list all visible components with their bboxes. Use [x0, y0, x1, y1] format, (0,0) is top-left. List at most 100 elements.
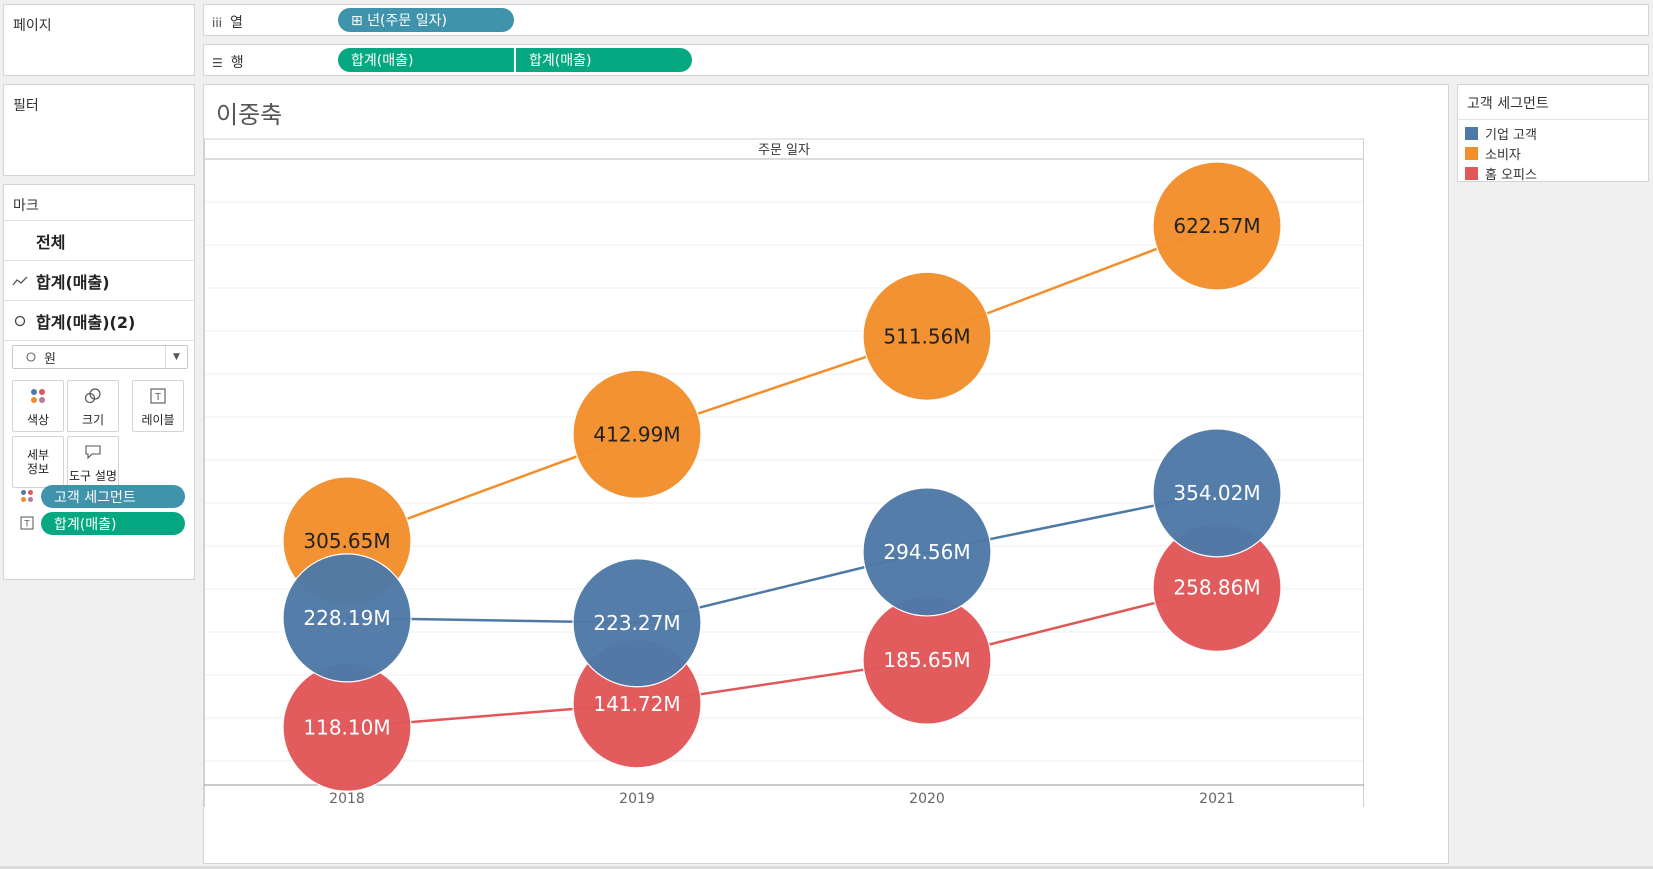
line-chart-icon	[4, 275, 36, 287]
columns-icon: iii	[212, 16, 223, 30]
series-line	[346, 224, 1218, 543]
point-circle	[1152, 161, 1282, 291]
series-point: 223.27M	[572, 558, 702, 688]
data-label: 223.27M	[593, 611, 680, 635]
data-label: 511.56M	[883, 324, 970, 348]
columns-shelf-label: iii 열	[212, 15, 243, 31]
marks-tab-sales[interactable]: 합계(매출)	[4, 260, 194, 300]
color-legend: 고객 세그먼트 기업 고객 소비자 홈 오피스	[1457, 84, 1649, 183]
pages-title: 페이지	[13, 18, 52, 34]
point-circle	[572, 369, 702, 499]
series-point: 412.99M	[572, 369, 702, 499]
columns-pill-year[interactable]: ⊞ 년(주문 일자)	[338, 8, 514, 32]
series-point: 354.02M	[1152, 428, 1282, 558]
circle-icon	[4, 315, 36, 327]
point-circle	[572, 558, 702, 688]
legend-swatch	[1465, 166, 1478, 180]
legend-swatch	[1465, 126, 1478, 140]
data-label: 141.72M	[593, 692, 680, 716]
series-point: 258.86M	[1152, 522, 1282, 653]
color-dots-icon	[20, 489, 34, 506]
label-button-label: 레이블	[141, 413, 175, 427]
mark-type-value: 원	[44, 351, 56, 367]
data-label: 412.99M	[593, 422, 680, 446]
marks-pill-segment[interactable]: 고객 세그먼트	[41, 485, 185, 508]
series-point: 294.56M	[862, 487, 992, 617]
x-header-label: 주문 일자	[758, 143, 810, 158]
legend-swatch	[1465, 146, 1478, 160]
marks-tab-all[interactable]: 전체	[4, 220, 194, 260]
data-label: 258.86M	[1173, 575, 1260, 599]
rows-pill-sales-2[interactable]: 합계(매출)	[516, 48, 692, 72]
text-label-icon: T	[20, 516, 34, 533]
marks-pill-sales[interactable]: 합계(매출)	[41, 512, 185, 535]
point-circle	[282, 553, 412, 683]
rows-shelf[interactable]: ☰ 행 합계(매출) 합계(매출)	[203, 44, 1649, 76]
speech-bubble-icon	[68, 444, 118, 463]
point-circle	[1152, 428, 1282, 558]
color-button[interactable]: 색상	[12, 380, 64, 432]
tooltip-button[interactable]: 도구 설명	[67, 436, 119, 488]
legend-item-label: 홈 오피스	[1485, 167, 1537, 183]
color-dots-icon	[13, 388, 63, 407]
circle-icon	[26, 352, 36, 362]
x-tick-label: 2018	[329, 791, 365, 807]
marks-tab-sales-2[interactable]: 합계(매출)(2)	[4, 300, 194, 340]
data-label: 622.57M	[1173, 214, 1260, 238]
pages-card[interactable]: 페이지	[3, 4, 195, 76]
marks-tab-sales-2-label: 합계(매출)(2)	[36, 312, 136, 332]
size-button-label: 크기	[81, 413, 105, 427]
mark-type-dropdown[interactable]: 원 ▼	[12, 345, 188, 369]
series-point: 228.19M	[282, 553, 412, 683]
label-button[interactable]: T 레이블	[132, 380, 184, 432]
detail-button-label-1: 세부	[26, 448, 50, 462]
point-circle	[862, 271, 992, 401]
x-tick-label: 2019	[619, 791, 655, 807]
rows-icon: ☰	[212, 56, 223, 70]
marks-tab-sales-label: 합계(매출)	[36, 272, 110, 292]
rows-shelf-label: ☰ 행	[212, 55, 244, 71]
series-point: 511.56M	[862, 271, 992, 401]
legend-item-corporate[interactable]: 기업 고객	[1465, 123, 1537, 143]
columns-shelf[interactable]: iii 열 ⊞ 년(주문 일자)	[203, 4, 1649, 36]
data-label: 118.10M	[303, 715, 390, 739]
data-label: 305.65M	[303, 529, 390, 553]
point-circle	[862, 487, 992, 617]
x-tick-label: 2021	[1199, 791, 1235, 807]
size-button[interactable]: 크기	[67, 380, 119, 432]
chevron-down-icon[interactable]: ▼	[165, 346, 187, 368]
status-bar	[0, 866, 1653, 869]
legend-item-label: 기업 고객	[1485, 127, 1537, 143]
series-point: 118.10M	[282, 662, 412, 792]
size-icon	[68, 388, 118, 407]
text-label-icon: T	[133, 388, 183, 407]
svg-text:T: T	[24, 519, 30, 529]
marks-card: 마크 전체 합계(매출) 합계(매출)(2) 원 ▼ 색상 크기 T 레이블	[3, 184, 195, 580]
data-label: 228.19M	[303, 606, 390, 630]
tooltip-button-label: 도구 설명	[69, 469, 117, 483]
series-point: 622.57M	[1152, 161, 1282, 291]
legend-title: 고객 세그먼트	[1467, 96, 1549, 112]
series-line	[346, 586, 1218, 729]
marks-tab-all-label: 전체	[36, 232, 66, 252]
svg-text:T: T	[155, 392, 161, 403]
dual-axis-chart: 주문 일자 2018 2019 2020 2021 118.10M 141.72M 185.6…	[204, 138, 1364, 807]
legend-item-label: 소비자	[1485, 147, 1521, 163]
series-line	[346, 491, 1218, 625]
worksheet-title: 이중축	[216, 101, 283, 129]
data-label: 354.02M	[1173, 481, 1260, 505]
rows-pill-sales-1[interactable]: 합계(매출)	[338, 48, 514, 72]
legend-item-consumer[interactable]: 소비자	[1465, 143, 1521, 163]
detail-button[interactable]: 세부 정보	[12, 436, 64, 488]
legend-item-home-office[interactable]: 홈 오피스	[1465, 163, 1537, 183]
marks-title: 마크	[13, 198, 39, 214]
filters-card[interactable]: 필터	[3, 84, 195, 176]
data-label: 294.56M	[883, 540, 970, 564]
x-tick-label: 2020	[909, 791, 945, 807]
data-label: 185.65M	[883, 648, 970, 672]
worksheet-view: 이중축 주문 일자 2018 2019 2020 2021 118.10M 141.72M 1…	[203, 84, 1449, 864]
series-point: 185.65M	[862, 595, 992, 725]
color-button-label: 색상	[26, 413, 50, 427]
filters-title: 필터	[13, 98, 39, 114]
detail-button-label-2: 정보	[26, 462, 50, 476]
